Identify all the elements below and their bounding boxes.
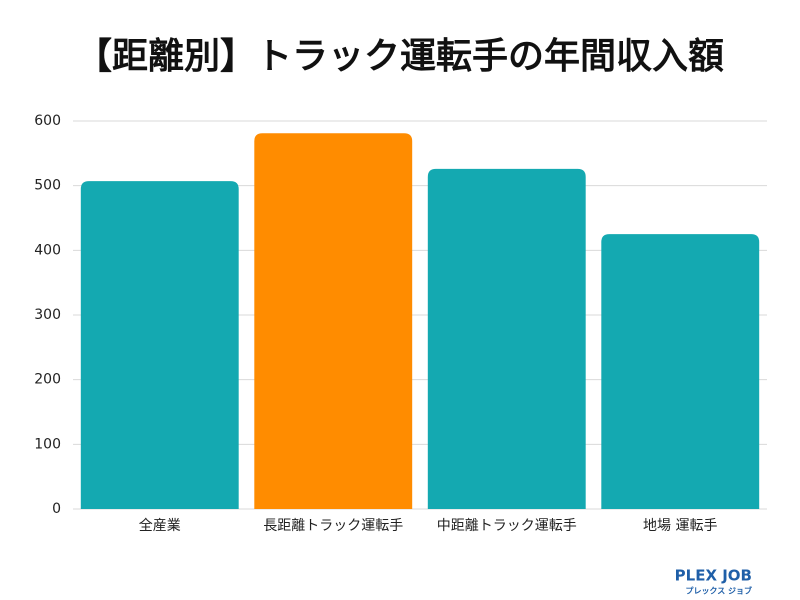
chart-title: 【距離別】トラック運転手の年間収入額 xyxy=(76,36,724,77)
bar xyxy=(427,168,586,509)
x-tick-label: 長距離トラック運転手 xyxy=(263,517,403,534)
bar xyxy=(80,181,239,509)
y-tick-label: 400 xyxy=(34,242,61,258)
y-tick-label: 500 xyxy=(34,178,61,194)
y-tick-label: 600 xyxy=(34,113,61,129)
y-tick-label: 200 xyxy=(34,372,61,388)
y-tick-label: 100 xyxy=(34,436,61,452)
y-tick-label: 300 xyxy=(34,307,61,323)
bar xyxy=(601,234,760,509)
logo-sub: プレックス ジョブ xyxy=(685,586,752,596)
x-tick-label: 地場 運転手 xyxy=(643,518,717,534)
x-tick-label: 中距離トラック運転手 xyxy=(437,517,577,534)
y-tick-label: 0 xyxy=(52,501,61,517)
bar xyxy=(254,133,413,509)
logo-name: PLEX JOB xyxy=(675,567,752,585)
x-tick-label: 全産業 xyxy=(139,517,181,534)
